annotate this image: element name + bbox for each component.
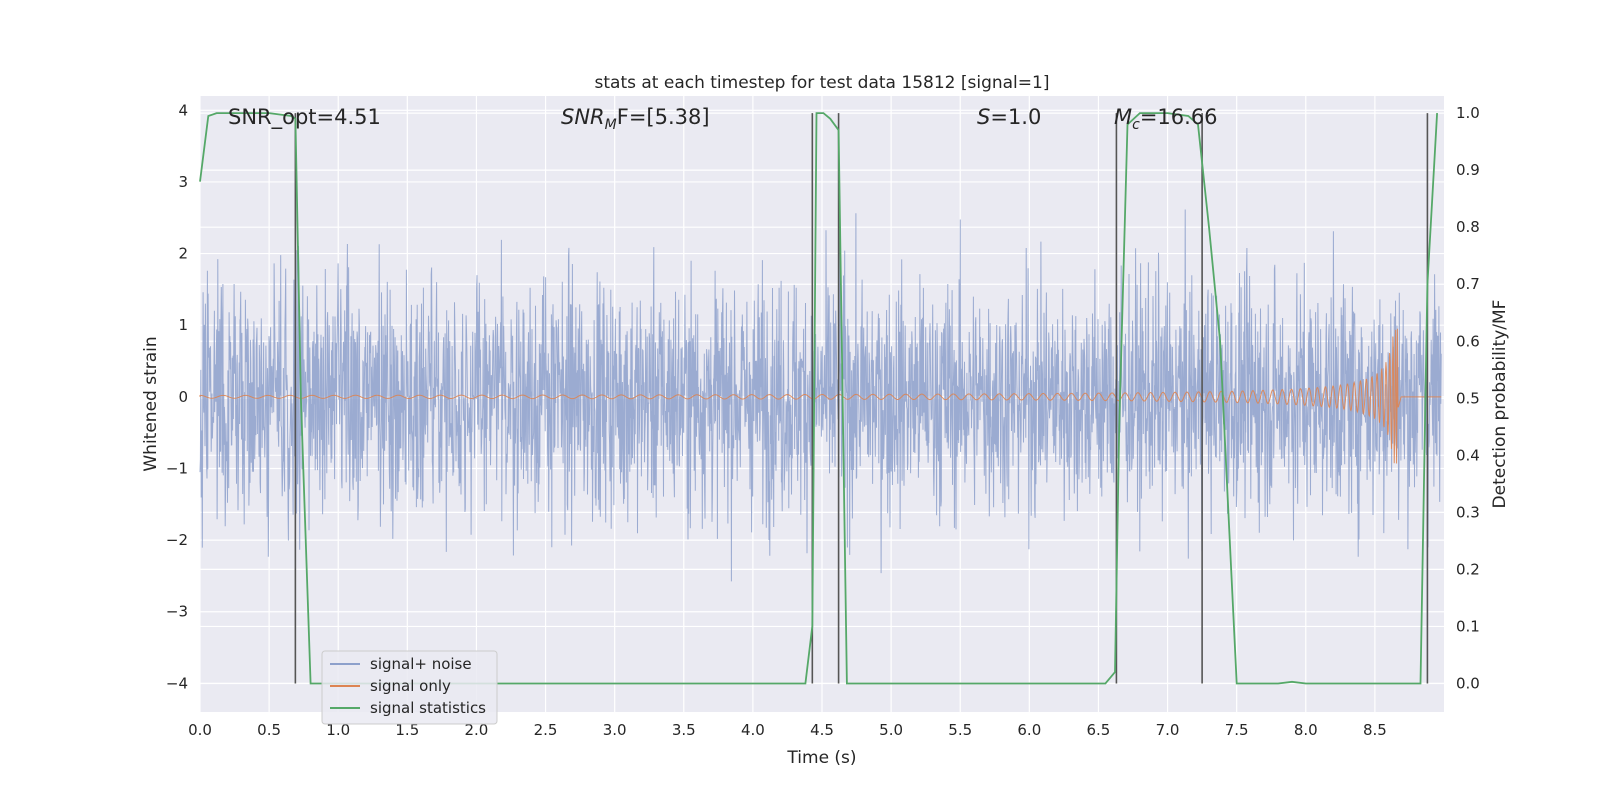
x-tick-label: 8.0 <box>1294 721 1318 739</box>
x-tick-label: 0.0 <box>188 721 212 739</box>
x-tick-label: 5.0 <box>879 721 903 739</box>
y-tick-label: 4 <box>178 101 188 119</box>
y2-tick-label: 0.5 <box>1456 389 1480 407</box>
x-tick-label: 7.5 <box>1225 721 1249 739</box>
y2-tick-label: 0.3 <box>1456 503 1480 521</box>
x-tick-label: 2.0 <box>465 721 489 739</box>
x-tick-label: 2.5 <box>534 721 558 739</box>
legend-label-signal: signal only <box>370 677 451 695</box>
y-tick-label: 1 <box>178 316 188 334</box>
x-tick-label: 4.5 <box>810 721 834 739</box>
y2-tick-label: 0.7 <box>1456 275 1480 293</box>
y-axis-label: Whitened strain <box>141 336 161 471</box>
y2-tick-label: 0.1 <box>1456 617 1480 635</box>
x-tick-label: 6.0 <box>1017 721 1041 739</box>
legend-label-noise: signal+ noise <box>370 655 472 673</box>
x-tick-label: 6.5 <box>1087 721 1111 739</box>
x-tick-label: 0.5 <box>257 721 281 739</box>
legend: signal+ noise signal only signal statist… <box>321 650 498 725</box>
y2-axis-label: Detection probability/MF <box>1490 300 1510 509</box>
x-tick-label: 3.0 <box>603 721 627 739</box>
annotation-snr-mf: SNRMF=[5.38] <box>561 105 710 133</box>
annotation-snr-opt: SNR_opt=4.51 <box>228 105 381 130</box>
signal-statistics-series <box>199 112 1438 685</box>
signal-noise-series <box>199 209 1442 582</box>
annotation-mc: Mc=16.66 <box>1114 105 1218 133</box>
x-tick-label: 7.0 <box>1156 721 1180 739</box>
y2-axis-ticks: 1.0 0.9 0.8 0.7 0.6 0.5 0.4 0.3 0.2 0.1 0.0 <box>1456 104 1480 692</box>
y-tick-label: 2 <box>178 245 188 263</box>
annotation-s: S=1.0 <box>977 105 1041 129</box>
y2-tick-label: 0.9 <box>1456 161 1480 179</box>
x-tick-label: 3.5 <box>672 721 696 739</box>
y2-tick-label: 0.2 <box>1456 560 1480 578</box>
x-tick-label: 8.5 <box>1363 721 1387 739</box>
x-axis-ticks: 0.0 0.5 1.0 1.5 2.0 2.5 3.0 3.5 4.0 4.5 5.0 5.5 6.0 6… <box>188 721 1387 739</box>
y2-tick-label: 0.0 <box>1456 674 1480 692</box>
plot-clip-group <box>199 112 1442 685</box>
signal-only-series <box>199 328 1442 464</box>
x-tick-label: 1.0 <box>326 721 350 739</box>
y2-tick-label: 0.4 <box>1456 446 1480 464</box>
y2-tick-label: 1.0 <box>1456 104 1480 122</box>
y-axis-ticks: 4 3 2 1 0 −1 −2 −3 −4 <box>166 101 188 692</box>
y-tick-label: 3 <box>178 173 188 191</box>
y2-tick-label: 0.6 <box>1456 332 1480 350</box>
legend-label-stat: signal statistics <box>370 699 486 717</box>
y-tick-label: 0 <box>178 388 188 406</box>
x-tick-label: 4.0 <box>741 721 765 739</box>
y-tick-label: −3 <box>166 603 188 621</box>
x-tick-label: 1.5 <box>395 721 419 739</box>
chart-title: stats at each timestep for test data 158… <box>595 73 1050 93</box>
y-tick-label: −2 <box>166 531 188 549</box>
x-tick-label: 5.5 <box>948 721 972 739</box>
x-axis-label: Time (s) <box>786 748 856 768</box>
legend-box <box>321 650 498 725</box>
y-tick-label: −4 <box>166 674 188 692</box>
y-tick-label: −1 <box>166 459 188 477</box>
y2-tick-label: 0.8 <box>1456 218 1480 236</box>
